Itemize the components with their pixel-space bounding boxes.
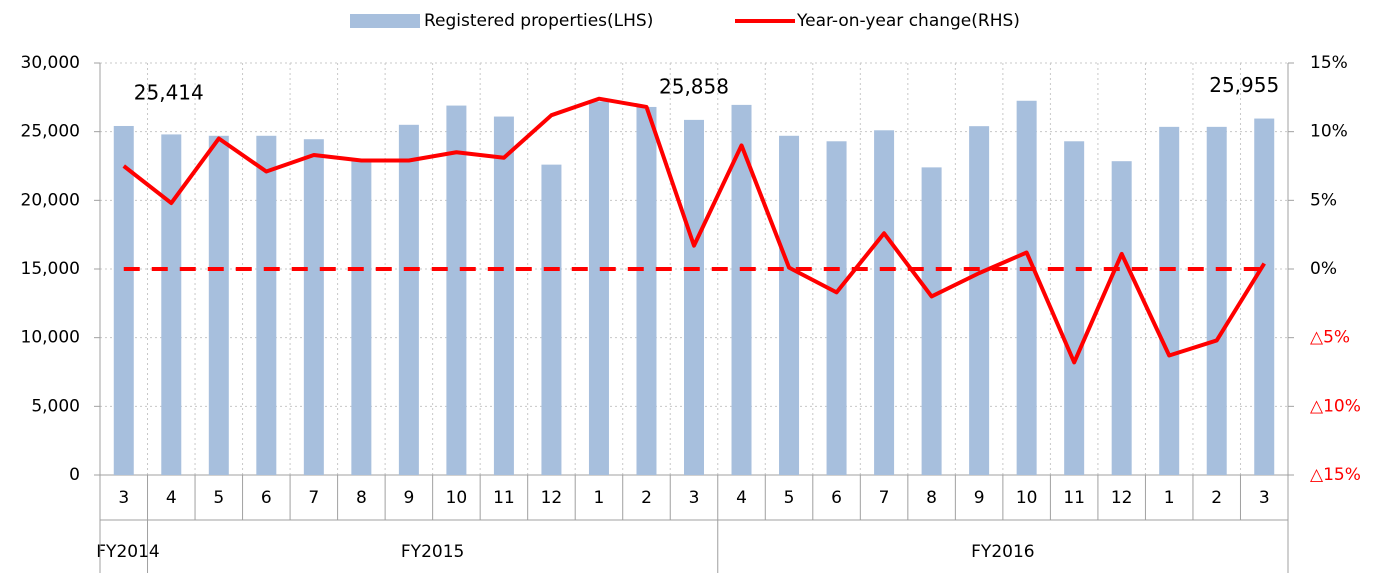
- bar: [398, 124, 419, 476]
- x-tick-label: 5: [784, 488, 795, 508]
- x-tick-label: 6: [261, 488, 272, 508]
- bar: [826, 141, 847, 475]
- group-label: FY2014: [96, 542, 159, 562]
- group-label: FY2015: [401, 542, 464, 562]
- bar: [1064, 141, 1085, 475]
- x-tick-label: 4: [736, 488, 747, 508]
- bar: [731, 104, 752, 476]
- y2-tick-label: △15%: [1310, 465, 1361, 485]
- x-tick-label: 10: [1016, 488, 1038, 508]
- value-label: 25,955: [1209, 73, 1279, 97]
- bar: [921, 167, 942, 475]
- value-label: 25,858: [659, 74, 729, 98]
- y-tick-label: 0: [69, 465, 80, 485]
- x-tick-label: 3: [1259, 488, 1270, 508]
- value-label: 25,414: [134, 80, 204, 104]
- bar: [969, 126, 990, 475]
- y2-tick-label: △10%: [1310, 396, 1361, 416]
- x-tick-label: 11: [1063, 488, 1085, 508]
- x-tick-label: 8: [356, 488, 367, 508]
- y2-tick-label: 0%: [1310, 259, 1337, 279]
- bar: [541, 164, 562, 476]
- y-tick-label: 10,000: [21, 328, 80, 348]
- bar: [1111, 161, 1132, 475]
- y-tick-label: 20,000: [21, 190, 80, 210]
- bar: [303, 139, 324, 475]
- x-tick-label: 9: [403, 488, 414, 508]
- bar: [684, 119, 704, 475]
- y2-tick-label: 10%: [1310, 122, 1348, 142]
- bar: [588, 101, 609, 475]
- bar: [1016, 100, 1037, 476]
- x-tick-label: 6: [831, 488, 842, 508]
- y-tick-label: 30,000: [21, 53, 80, 73]
- bar: [493, 116, 514, 475]
- y-tick-label: 15,000: [21, 259, 80, 279]
- bar: [1206, 126, 1227, 476]
- x-tick-label: 1: [594, 488, 605, 508]
- x-tick-label: 12: [541, 488, 563, 508]
- x-tick-label: 12: [1111, 488, 1133, 508]
- x-tick-label: 10: [446, 488, 468, 508]
- bar: [208, 135, 229, 475]
- bar: [779, 135, 800, 475]
- y-tick-label: 5,000: [31, 396, 80, 416]
- x-tick-label: 8: [926, 488, 937, 508]
- y2-tick-label: △5%: [1310, 328, 1350, 348]
- x-tick-label: 3: [689, 488, 700, 508]
- bar: [1159, 126, 1180, 476]
- legend-swatch-bar: [350, 14, 420, 28]
- x-tick-label: 5: [213, 488, 224, 508]
- x-tick-label: 1: [1164, 488, 1175, 508]
- x-tick-label: 7: [879, 488, 890, 508]
- bar: [161, 134, 182, 475]
- x-tick-label: 4: [166, 488, 177, 508]
- x-tick-label: 3: [118, 488, 129, 508]
- bar: [446, 105, 467, 475]
- x-tick-label: 7: [308, 488, 319, 508]
- group-label: FY2016: [971, 542, 1034, 562]
- x-tick-label: 11: [493, 488, 515, 508]
- bar: [636, 106, 657, 476]
- x-tick-label: 9: [974, 488, 985, 508]
- bar: [1254, 118, 1275, 475]
- y-tick-label: 25,000: [21, 122, 80, 142]
- bar: [256, 135, 277, 475]
- line: [122, 96, 1266, 365]
- y2-tick-label: 15%: [1310, 53, 1348, 73]
- x-tick-label: 2: [1211, 488, 1222, 508]
- bar: [874, 130, 895, 475]
- legend-label: Year-on-year change(RHS): [796, 11, 1020, 31]
- legend-label: Registered properties(LHS): [424, 11, 653, 31]
- x-tick-label: 2: [641, 488, 652, 508]
- bar: [351, 160, 372, 476]
- y2-tick-label: 5%: [1310, 190, 1337, 210]
- bar: [113, 125, 134, 475]
